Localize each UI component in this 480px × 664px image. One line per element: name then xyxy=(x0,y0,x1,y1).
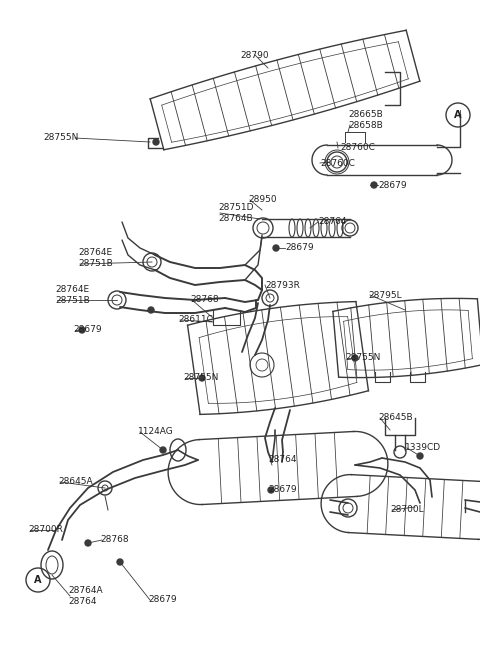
Text: 28679: 28679 xyxy=(378,181,407,189)
Circle shape xyxy=(153,139,159,145)
Text: A: A xyxy=(454,110,462,120)
Text: 28760C: 28760C xyxy=(340,143,375,153)
Text: 28679: 28679 xyxy=(285,244,313,252)
Circle shape xyxy=(352,355,358,361)
Circle shape xyxy=(268,487,274,493)
Circle shape xyxy=(79,327,85,333)
Text: 28645B: 28645B xyxy=(378,414,413,422)
Text: 28645A: 28645A xyxy=(58,477,93,487)
Circle shape xyxy=(371,182,377,188)
Text: 28950: 28950 xyxy=(248,195,276,205)
Circle shape xyxy=(148,307,154,313)
Text: 28679: 28679 xyxy=(148,596,177,604)
Text: 28795L: 28795L xyxy=(368,291,402,299)
Text: 28611C: 28611C xyxy=(178,315,213,325)
Text: 28764A
28764: 28764A 28764 xyxy=(68,586,103,606)
Text: 28700L: 28700L xyxy=(390,505,424,515)
Text: 28755N: 28755N xyxy=(183,373,218,382)
Text: 28665B
28658B: 28665B 28658B xyxy=(348,110,383,129)
Circle shape xyxy=(85,540,91,546)
Text: 28700R: 28700R xyxy=(28,525,63,535)
Text: A: A xyxy=(34,575,42,585)
Text: 28679: 28679 xyxy=(73,325,102,335)
Text: 28764: 28764 xyxy=(318,218,347,226)
Text: 28755N: 28755N xyxy=(43,133,78,143)
Text: 28764: 28764 xyxy=(268,456,297,465)
Circle shape xyxy=(417,453,423,459)
Text: 28764E
28751B: 28764E 28751B xyxy=(55,286,90,305)
Text: 28793R: 28793R xyxy=(265,280,300,290)
Text: 1339CD: 1339CD xyxy=(405,444,441,452)
Text: 1124AG: 1124AG xyxy=(138,428,174,436)
Circle shape xyxy=(199,375,205,381)
Circle shape xyxy=(117,559,123,565)
Text: 28760C: 28760C xyxy=(320,159,355,167)
Circle shape xyxy=(273,245,279,251)
Text: 28768: 28768 xyxy=(190,295,218,305)
Text: 28790: 28790 xyxy=(240,50,269,60)
Text: 28755N: 28755N xyxy=(345,353,380,363)
Circle shape xyxy=(160,447,166,453)
Text: 28764E
28751B: 28764E 28751B xyxy=(78,248,113,268)
Text: 28751D
28764B: 28751D 28764B xyxy=(218,203,253,222)
Text: 28768: 28768 xyxy=(100,535,129,544)
Text: 28679: 28679 xyxy=(268,485,297,495)
